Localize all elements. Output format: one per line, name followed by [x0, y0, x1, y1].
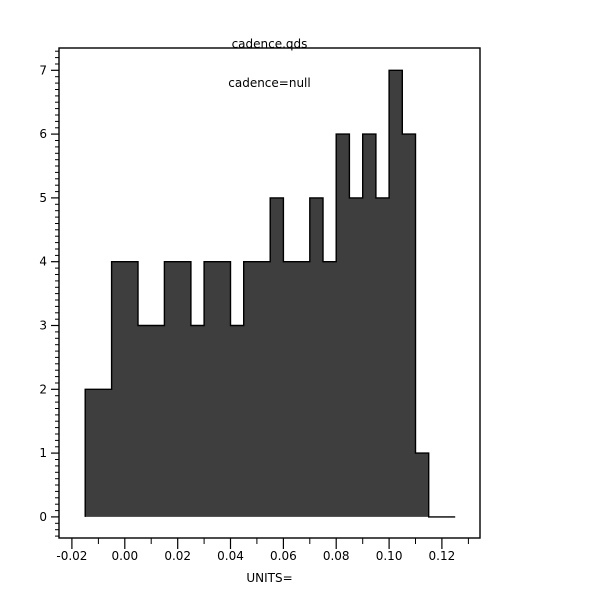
- histogram-bars-outline: [84, 69, 456, 518]
- chart-subtitle: cadence=null: [228, 76, 311, 90]
- chart-title: cadence.qds: [231, 37, 308, 51]
- y-tick-label: 0: [39, 510, 47, 524]
- x-axis-label: UNITS=: [246, 571, 293, 585]
- x-tick-label: 0.00: [111, 549, 138, 563]
- x-tick-label: 0.02: [164, 549, 191, 563]
- y-tick-label: 7: [39, 63, 47, 77]
- y-tick-label: 4: [39, 255, 47, 269]
- x-tick-label: -0.02: [56, 549, 87, 563]
- x-tick-label: 0.10: [376, 549, 403, 563]
- chart-title-block: cadence.qds cadence=null: [59, 12, 480, 116]
- x-tick-label: 0.06: [270, 549, 297, 563]
- y-tick-label: 2: [39, 382, 47, 396]
- histogram-bars-fill: [85, 70, 456, 517]
- y-tick-label: 5: [39, 191, 47, 205]
- y-tick-label: 6: [39, 127, 47, 141]
- x-tick-label: 0.04: [217, 549, 244, 563]
- plot-frame: [58, 47, 481, 539]
- y-tick-label: 3: [39, 319, 47, 333]
- y-tick-label: 1: [39, 446, 47, 460]
- x-tick-label: 0.08: [323, 549, 350, 563]
- x-tick-label: 0.12: [429, 549, 456, 563]
